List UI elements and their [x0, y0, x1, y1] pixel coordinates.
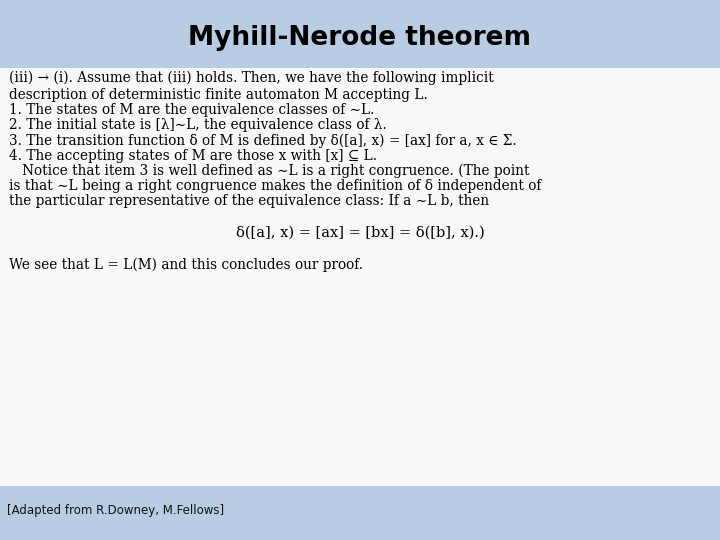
Text: 3. The transition function δ of M is defined by δ([a], x) = [ax] for a, x ∈ Σ.: 3. The transition function δ of M is def… [9, 133, 517, 147]
Text: 4. The accepting states of M are those x with [x] ⊆ L.: 4. The accepting states of M are those x… [9, 148, 377, 163]
FancyBboxPatch shape [0, 486, 720, 540]
Text: δ([a], x) = [ax] = [bx] = δ([b], x).): δ([a], x) = [ax] = [bx] = δ([b], x).) [235, 225, 485, 239]
Text: description of deterministic finite automaton M accepting L.: description of deterministic finite auto… [9, 87, 428, 102]
FancyBboxPatch shape [0, 0, 720, 68]
Text: Notice that item 3 is well defined as ∼L is a right congruence. (The point: Notice that item 3 is well defined as ∼L… [9, 164, 530, 178]
Text: We see that L = L(M) and this concludes our proof.: We see that L = L(M) and this concludes … [9, 258, 364, 272]
Text: Myhill-Nerode theorem: Myhill-Nerode theorem [189, 25, 531, 51]
Text: (iii) → (i). Assume that (iii) holds. Then, we have the following implicit: (iii) → (i). Assume that (iii) holds. Th… [9, 71, 494, 85]
Text: 1. The states of M are the equivalence classes of ∼L.: 1. The states of M are the equivalence c… [9, 103, 374, 117]
FancyBboxPatch shape [0, 68, 720, 486]
Text: [Adapted from R.Downey, M.Fellows]: [Adapted from R.Downey, M.Fellows] [7, 504, 225, 517]
Text: is that ∼L being a right congruence makes the definition of δ independent of: is that ∼L being a right congruence make… [9, 179, 541, 193]
Text: 2. The initial state is [λ]∼L, the equivalence class of λ.: 2. The initial state is [λ]∼L, the equiv… [9, 118, 387, 132]
Text: the particular representative of the equivalence class: If a ∼L b, then: the particular representative of the equ… [9, 194, 490, 208]
